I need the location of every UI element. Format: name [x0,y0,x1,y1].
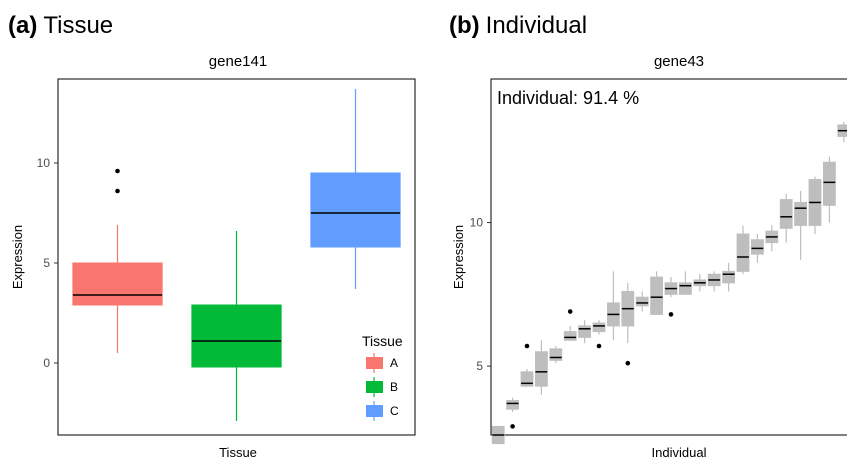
legend-key-b [366,381,383,393]
y-tick-label: 0 [43,356,50,370]
panel-a-heading: (a) Tissue [8,12,113,39]
legend-label-b: B [390,380,398,394]
outlier-point [510,424,515,429]
panel-b-annotation: Individual: 91.4 % [497,88,639,108]
box [635,296,649,307]
panel-b-name: Individual [486,12,587,39]
panel-b-heading: (b) Individual [449,12,587,39]
box [822,161,836,206]
legend-key-a [366,357,383,369]
outlier-point [115,188,120,194]
box [534,351,548,387]
outlier-point [567,309,573,314]
y-tick-label: 5 [476,359,483,373]
box [72,262,163,306]
outlier-point [524,343,530,349]
box [506,400,520,410]
panel-a-marks: 0 5 10 [37,89,401,421]
outlier-point [625,360,631,366]
panel-a-legend: Tissue ABC [362,333,403,421]
outlier-point [596,343,602,349]
box [794,201,808,226]
legend-items: ABC [366,353,399,421]
y-tick-label: 5 [43,256,50,270]
box [678,282,692,295]
box [310,172,401,248]
legend-title: Tissue [362,333,403,349]
panel-b-marks: 5 10 [470,122,847,445]
legend-key-c [366,405,383,417]
box [736,233,750,272]
box [520,371,534,387]
panel-b-y-axis-title: Expression [451,225,466,289]
outlier-point [115,168,120,174]
outlier-point [668,312,674,317]
box [563,331,577,341]
box [191,304,282,368]
box [750,239,764,255]
box [650,276,664,315]
panel-a-letter: (a) [8,12,37,39]
panel-b-x-axis-title: Individual [652,445,707,460]
panel-a-x-axis-title: Tissue [219,445,257,460]
panel-a-y-axis-title: Expression [10,225,25,289]
box [592,322,606,333]
panel-a-name: Tissue [43,12,113,39]
panel-b-frame [490,78,847,436]
y-tick-label: 10 [470,216,484,230]
box [578,325,592,338]
legend-label-c: C [390,404,399,418]
y-tick-label: 10 [37,156,51,170]
panel-a-frame [57,78,416,436]
box [779,199,793,229]
box [722,270,736,284]
panel-a-title: gene141 [209,53,267,70]
box [549,348,563,361]
panel-b-letter: (b) [449,12,480,39]
panel-b-title: gene43 [654,53,704,70]
legend-label-a: A [390,356,398,370]
